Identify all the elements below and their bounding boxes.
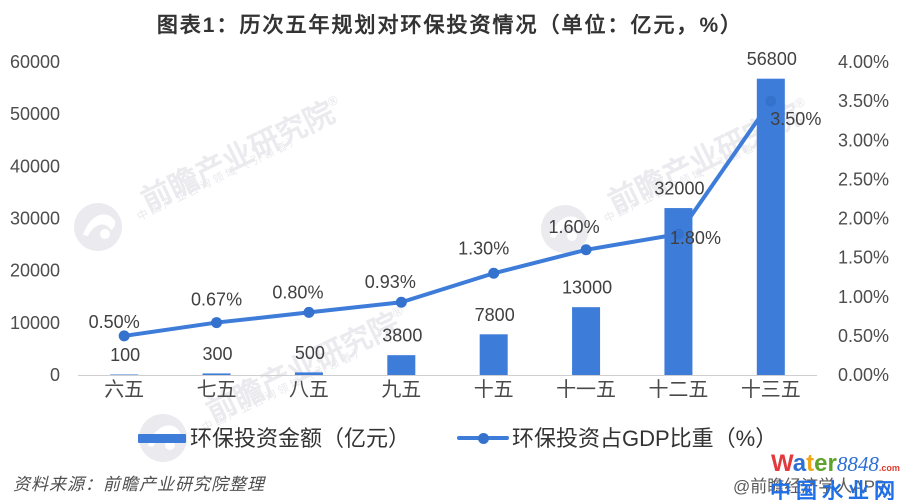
y2-axis-tick-label: 3.50% xyxy=(838,91,889,111)
y-axis-tick-label: 0 xyxy=(50,365,60,385)
bar-value-label: 56800 xyxy=(747,49,797,69)
x-category-label: 七五 xyxy=(197,378,237,401)
x-category-label: 十二五 xyxy=(648,378,708,401)
bar-value-label: 7800 xyxy=(475,305,515,325)
x-category-label: 十三五 xyxy=(741,378,801,401)
bar xyxy=(572,307,601,375)
bar-value-label: 100 xyxy=(110,345,140,365)
y-axis-tick-label: 10000 xyxy=(10,313,60,333)
y-axis-tick-label: 50000 xyxy=(10,104,60,124)
qianzhan-logo-icon xyxy=(74,203,122,251)
y2-axis-tick-label: 2.00% xyxy=(838,209,889,229)
line-dot xyxy=(765,95,777,107)
bar xyxy=(387,355,416,375)
line-value-label: 0.80% xyxy=(272,282,323,302)
qianzhan-logo-icon xyxy=(541,205,589,253)
line-series xyxy=(122,99,773,338)
y2-axis-tick-label: 2.50% xyxy=(838,169,889,189)
y2-axis-tick-label: 1.50% xyxy=(838,248,889,268)
line-value-label: 0.50% xyxy=(89,312,140,332)
y2-axis-tick-label: 1.00% xyxy=(838,287,889,307)
bar-value-label: 500 xyxy=(295,343,325,363)
logo-letter: t xyxy=(806,450,815,477)
water8848-logo-number: 8848 xyxy=(836,452,879,476)
x-category-label: 九五 xyxy=(381,378,421,401)
logo-letter: a xyxy=(792,450,807,477)
x-category-label: 八五 xyxy=(289,379,329,401)
legend-bar-swatch xyxy=(138,434,186,443)
logo-letter: r xyxy=(827,450,837,477)
bar-value-label: 13000 xyxy=(562,278,612,298)
legend-bar-label: 环保投资金额（亿元） xyxy=(190,426,411,451)
bar-value-label: 300 xyxy=(203,344,233,364)
line-dot xyxy=(395,296,407,308)
chart-title: 图表1：历次五年规划对环保投资情况（单位：亿元，%） xyxy=(156,14,744,37)
site-watermark-text: 中国水业网 xyxy=(770,480,900,500)
line-value-label: 0.93% xyxy=(365,272,416,292)
line-value-label: 0.67% xyxy=(191,290,242,310)
y2-axis-tick-label: 3.00% xyxy=(838,130,889,150)
y2-axis-tick-label: 4.00% xyxy=(838,52,889,72)
bar-value-label: 3800 xyxy=(382,326,422,346)
legend-line-dot xyxy=(478,433,489,444)
legend-line-label: 环保投资占GDP比重（%） xyxy=(512,426,778,451)
line-value-label: 1.60% xyxy=(549,217,600,237)
line-dot xyxy=(580,244,592,256)
logo-letter: e xyxy=(814,450,828,477)
x-category-label: 六五 xyxy=(104,378,144,401)
bar-value-label: 32000 xyxy=(654,179,704,199)
credit-text: @前瞻经济学人APP xyxy=(733,477,887,496)
bar xyxy=(202,373,231,375)
logo-letter: W xyxy=(771,450,793,477)
source-note: 资料来源：前瞻产业研究院整理 xyxy=(13,475,265,494)
bar xyxy=(756,78,785,376)
x-category-label: 十五 xyxy=(474,378,514,401)
x-category-label: 十一五 xyxy=(556,378,616,401)
bar xyxy=(479,334,508,375)
water8848-logo-tld: .com xyxy=(878,463,900,473)
line-dot xyxy=(303,306,315,318)
y-axis-tick-label: 30000 xyxy=(10,209,60,229)
bar xyxy=(110,374,139,375)
water8848-logo: Water8848.com xyxy=(771,452,900,480)
y-axis-tick-label: 60000 xyxy=(10,52,60,72)
y2-axis-tick-label: 0.50% xyxy=(838,326,889,346)
line-value-label: 1.80% xyxy=(670,228,721,248)
line-value-label: 3.50% xyxy=(770,109,821,129)
line-dot xyxy=(672,228,684,240)
line-dot xyxy=(211,317,223,329)
bar xyxy=(294,372,323,375)
y2-axis-tick-label: 0.00% xyxy=(838,365,889,385)
line-dot xyxy=(118,330,130,342)
y-axis-tick-label: 40000 xyxy=(10,156,60,176)
water8848-logo-word: Water xyxy=(771,452,837,476)
line-value-label: 1.30% xyxy=(458,238,509,258)
line-dot xyxy=(488,267,500,279)
y-axis-tick-label: 20000 xyxy=(10,261,60,281)
